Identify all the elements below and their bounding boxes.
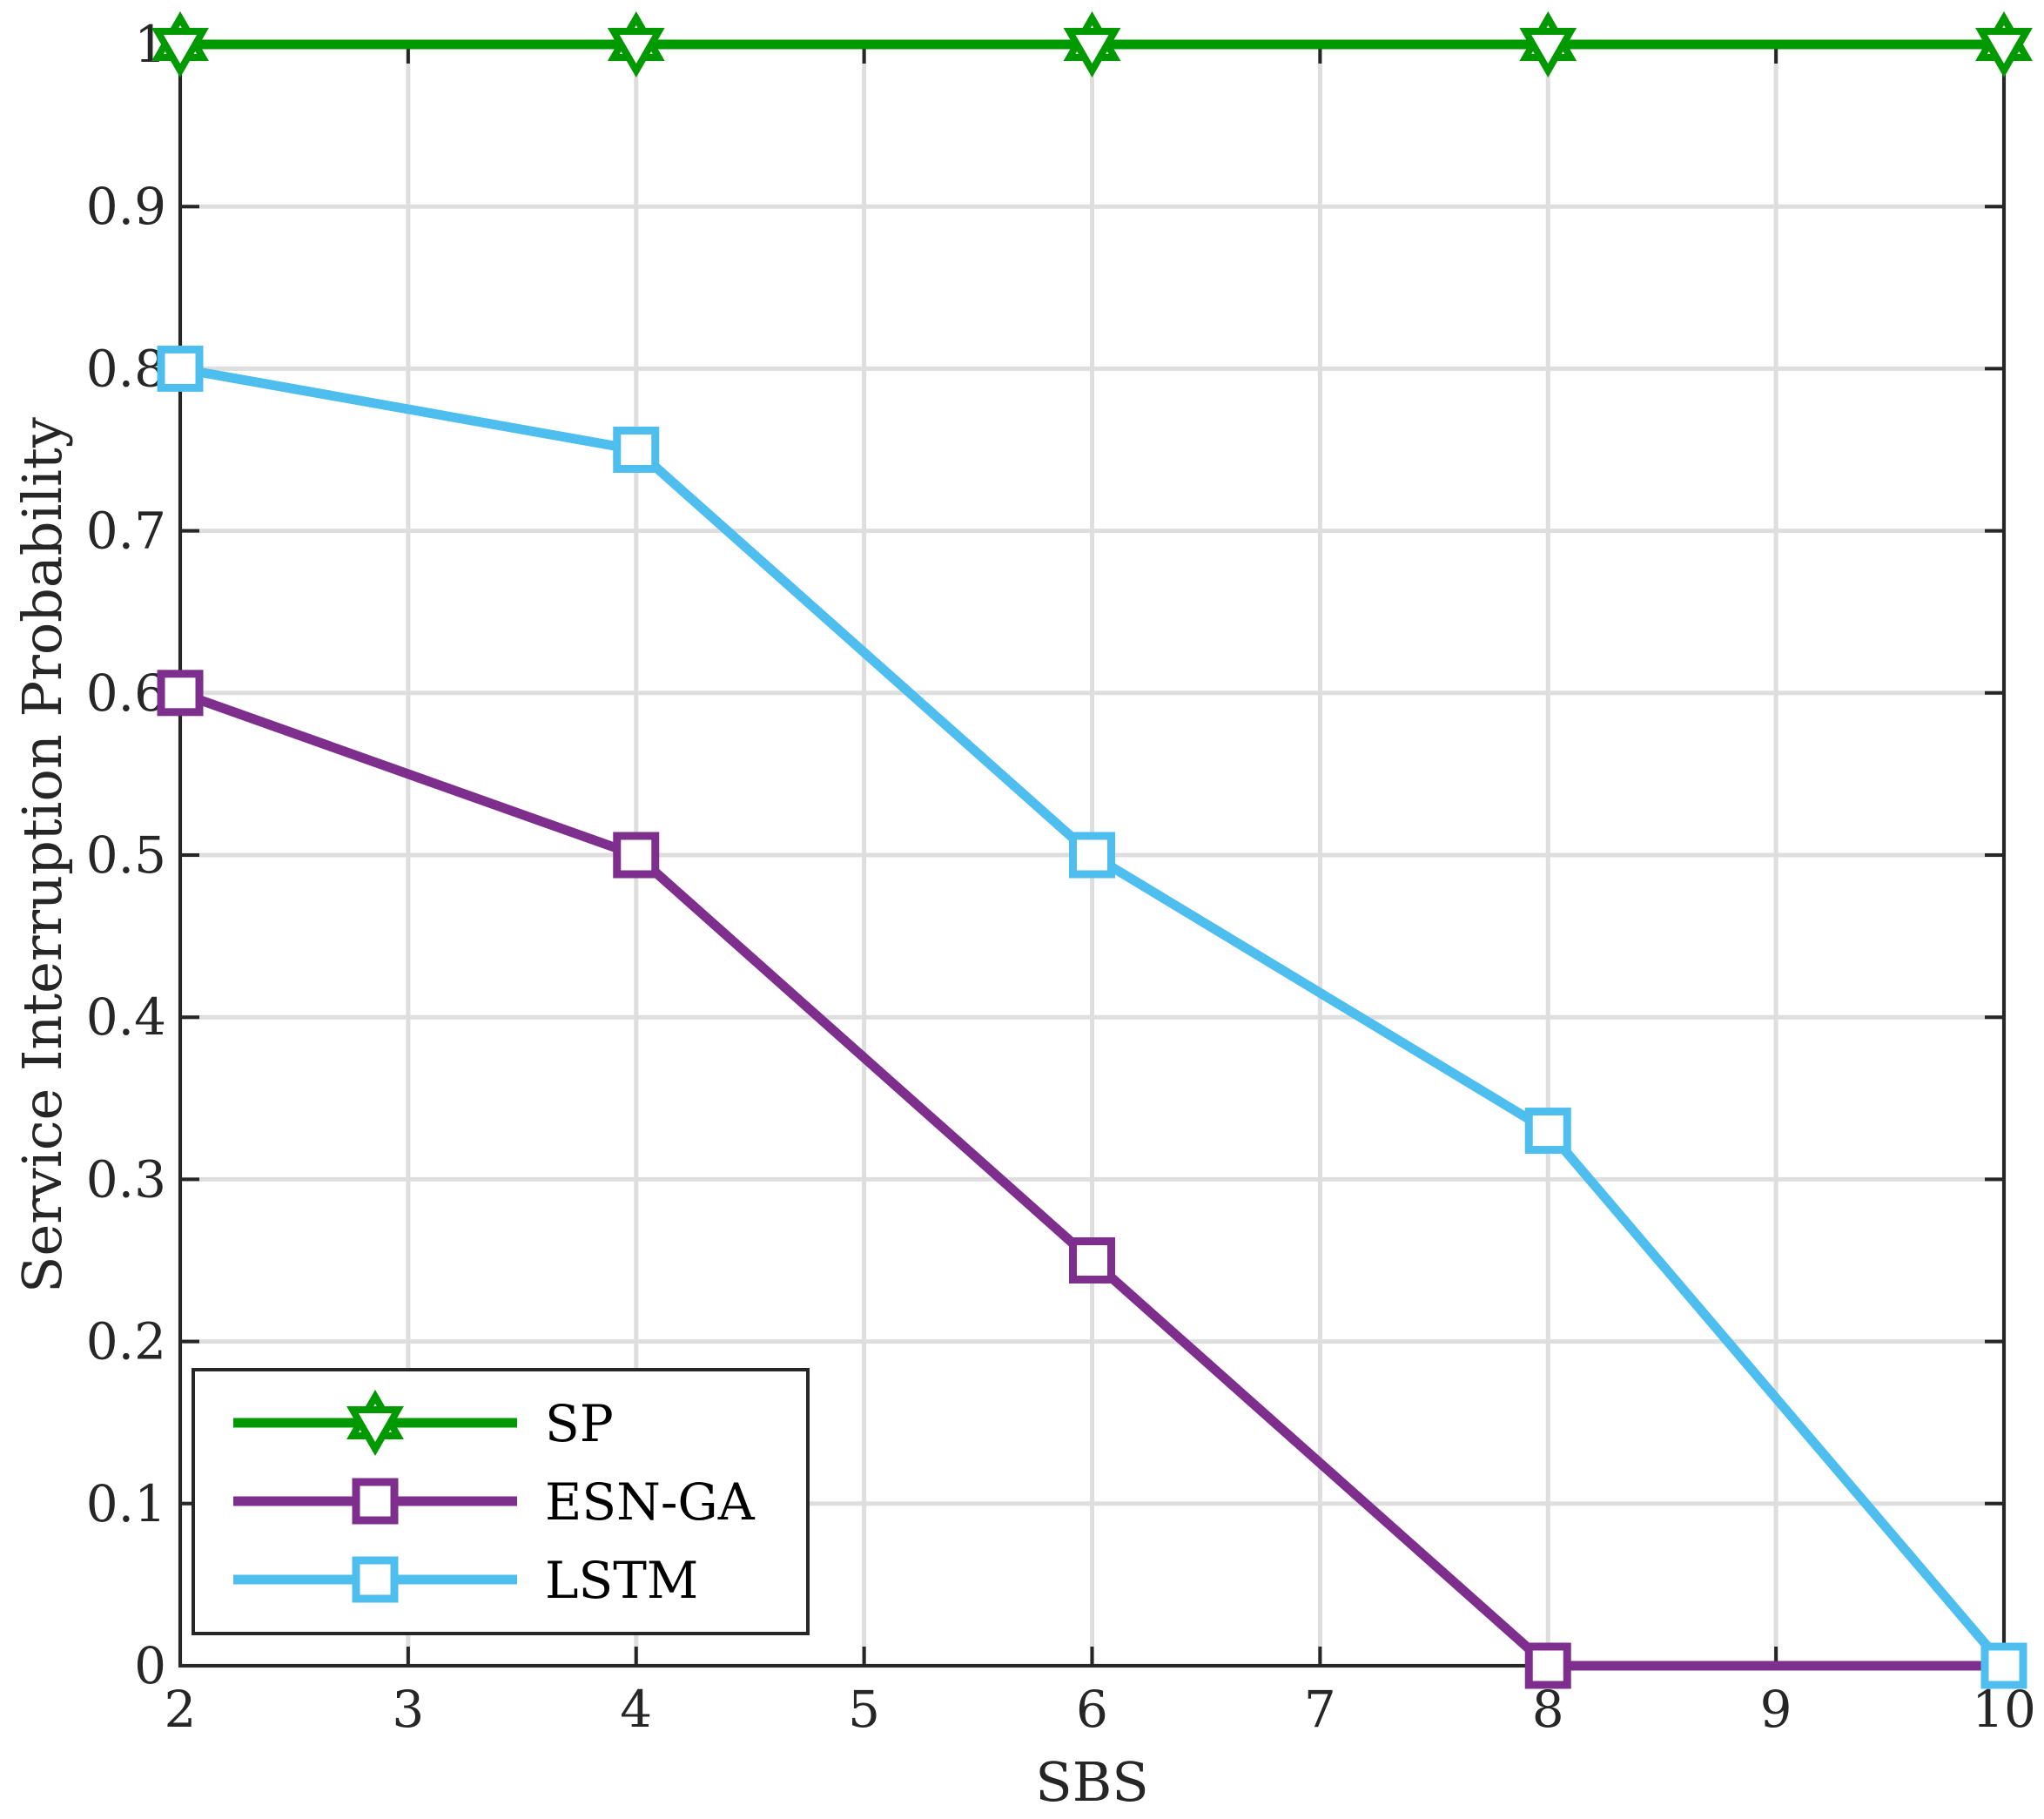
y-tick-label: 0.6 [86, 664, 166, 723]
y-tick-label: 0 [134, 1636, 166, 1695]
series-lstm [157, 345, 2027, 1689]
legend-marker [346, 1390, 404, 1456]
x-tick-label: 3 [392, 1680, 424, 1739]
series-esn-ga [157, 670, 2027, 1689]
y-tick-label: 0.1 [86, 1474, 166, 1533]
x-axis-label: SBS [1035, 1750, 1149, 1814]
data-point-marker [1980, 1642, 2027, 1689]
series-sp [151, 10, 2033, 78]
data-point-marker [1524, 1642, 1571, 1689]
hexagram-triangle [607, 28, 665, 78]
data-point-marker [1069, 832, 1115, 879]
hexagram-triangle [1063, 28, 1121, 77]
y-tick-label: 0.5 [86, 825, 166, 885]
y-tick-label: 0.7 [86, 502, 166, 561]
hexagram-triangle [346, 1406, 404, 1456]
data-point-marker [1063, 11, 1121, 77]
hexagram-triangle [1975, 28, 2033, 77]
legend-label: LSTM [545, 1551, 698, 1610]
x-tick-label: 6 [1076, 1680, 1108, 1739]
y-tick-label: 0.9 [86, 177, 166, 236]
data-point-marker [1069, 1237, 1115, 1283]
data-point-marker [613, 427, 660, 473]
legend-marker [352, 1556, 399, 1603]
x-tick-label: 5 [848, 1680, 880, 1739]
data-point-marker [157, 345, 204, 392]
legend-label: SP [545, 1394, 614, 1453]
y-tick-label: 0.3 [86, 1149, 166, 1209]
legend-label: ESN-GA [545, 1472, 756, 1532]
data-point-marker [157, 670, 204, 717]
y-tick-label: 0.8 [86, 339, 166, 398]
x-tick-label: 8 [1532, 1680, 1564, 1739]
data-point-marker [151, 11, 209, 77]
y-tick-label: 0.2 [86, 1312, 166, 1371]
y-tick-label: 1 [134, 15, 166, 74]
data-point-marker [607, 10, 665, 78]
legend-item: SP [233, 1390, 614, 1456]
data-point-marker [613, 832, 660, 879]
hexagram-triangle [151, 28, 209, 77]
data-point-marker [1519, 10, 1577, 78]
legend-marker [352, 1478, 399, 1525]
x-tick-label: 4 [620, 1680, 652, 1739]
legend-item: LSTM [233, 1551, 698, 1610]
x-tick-label: 9 [1760, 1680, 1792, 1739]
y-tick-labels: 0 0.1 0.2 0.3 0.4 0.5 0.6 0.7 0.8 0.9 1 [86, 15, 166, 1695]
series-layer [151, 10, 2033, 1689]
hexagram-triangle [1519, 28, 1577, 78]
x-tick-label: 7 [1304, 1680, 1336, 1739]
x-tick-labels: 2 3 4 5 6 7 8 9 10 [165, 1680, 2036, 1739]
data-point-marker [1524, 1108, 1571, 1155]
y-axis-label: Service Interruption Probability [10, 417, 74, 1293]
legend-item: ESN-GA [233, 1472, 756, 1532]
data-point-marker [1975, 11, 2033, 77]
legend: SP ESN-GA LSTM [192, 1368, 810, 1635]
x-tick-label: 10 [1972, 1680, 2036, 1739]
y-tick-label: 0.4 [86, 987, 166, 1047]
x-tick-label: 2 [165, 1680, 197, 1739]
